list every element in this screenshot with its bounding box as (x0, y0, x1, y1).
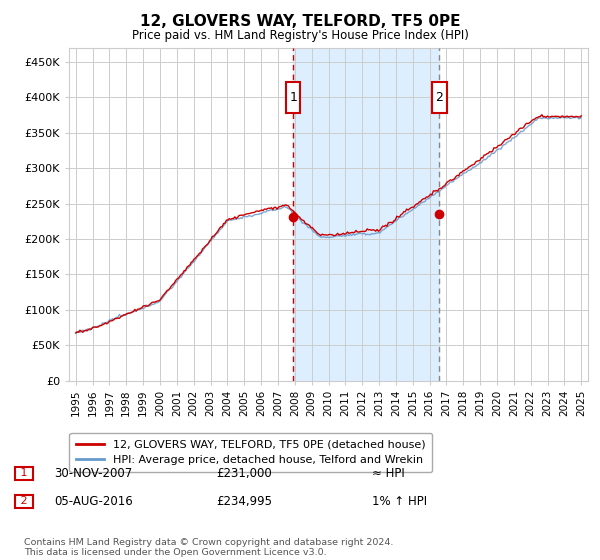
Text: 1% ↑ HPI: 1% ↑ HPI (372, 494, 427, 508)
Text: 12, GLOVERS WAY, TELFORD, TF5 0PE: 12, GLOVERS WAY, TELFORD, TF5 0PE (140, 14, 460, 29)
Bar (293, 48, 439, 381)
Text: £234,995: £234,995 (216, 494, 272, 508)
FancyBboxPatch shape (433, 82, 446, 113)
Text: £231,000: £231,000 (216, 466, 272, 480)
Text: Price paid vs. HM Land Registry's House Price Index (HPI): Price paid vs. HM Land Registry's House … (131, 29, 469, 42)
Text: 30-NOV-2007: 30-NOV-2007 (54, 466, 132, 480)
Text: 1: 1 (289, 91, 298, 104)
Text: Contains HM Land Registry data © Crown copyright and database right 2024.
This d: Contains HM Land Registry data © Crown c… (24, 538, 394, 557)
Legend: 12, GLOVERS WAY, TELFORD, TF5 0PE (detached house), HPI: Average price, detached: 12, GLOVERS WAY, TELFORD, TF5 0PE (detac… (70, 433, 432, 472)
Text: 05-AUG-2016: 05-AUG-2016 (54, 494, 133, 508)
Text: ≈ HPI: ≈ HPI (372, 466, 405, 480)
Text: 2: 2 (436, 91, 443, 104)
Text: 2: 2 (17, 496, 31, 506)
Text: 1: 1 (17, 468, 31, 478)
FancyBboxPatch shape (286, 82, 301, 113)
